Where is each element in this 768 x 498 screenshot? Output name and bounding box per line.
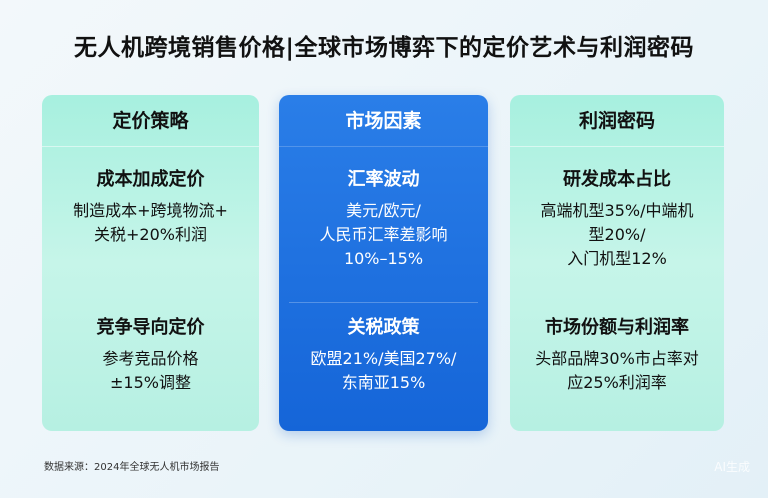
section-title: 研发成本占比 bbox=[563, 169, 671, 190]
card-section: 关税政策 欧盟21%/美国27%/ 东南亚15% bbox=[279, 313, 488, 395]
watermark: AI生成 bbox=[714, 460, 750, 474]
section-title: 市场份额与利润率 bbox=[545, 317, 689, 338]
card-section: 市场份额与利润率 头部品牌30%市占率对 应25%利润率 bbox=[510, 313, 724, 395]
card-pricing-strategy: 定价策略 成本加成定价 制造成本+跨境物流+ 关税+20%利润 竞争导向定价 参… bbox=[42, 95, 259, 431]
section-title: 汇率波动 bbox=[347, 169, 420, 190]
section-text: 美元/欧元/ 人民币汇率差影响 10%–15% bbox=[319, 201, 448, 268]
divider bbox=[289, 302, 478, 303]
card-section: 成本加成定价 制造成本+跨境物流+ 关税+20%利润 bbox=[42, 165, 259, 247]
card-section: 研发成本占比 高端机型35%/中端机 型20%/ 入门机型12% bbox=[510, 165, 724, 271]
card-header: 市场因素 bbox=[279, 95, 488, 147]
section-text: 制造成本+跨境物流+ 关税+20%利润 bbox=[73, 201, 228, 244]
data-source: 数据来源：2024年全球无人机市场报告 bbox=[44, 462, 220, 473]
page-title: 无人机跨境销售价格|全球市场博弈下的定价艺术与利润密码 bbox=[74, 35, 694, 61]
card-profit-code: 利润密码 研发成本占比 高端机型35%/中端机 型20%/ 入门机型12% 市场… bbox=[510, 95, 724, 431]
section-text: 欧盟21%/美国27%/ 东南亚15% bbox=[310, 349, 457, 392]
card-section: 竞争导向定价 参考竞品价格 ±15%调整 bbox=[42, 313, 259, 395]
section-text: 高端机型35%/中端机 型20%/ 入门机型12% bbox=[540, 201, 694, 268]
card-market-factors: 市场因素 汇率波动 美元/欧元/ 人民币汇率差影响 10%–15% 关税政策 欧… bbox=[279, 95, 488, 431]
card-section: 汇率波动 美元/欧元/ 人民币汇率差影响 10%–15% bbox=[279, 165, 488, 271]
card-header: 定价策略 bbox=[42, 95, 259, 147]
section-text: 头部品牌30%市占率对 应25%利润率 bbox=[535, 349, 699, 392]
section-text: 参考竞品价格 ±15%调整 bbox=[102, 349, 199, 392]
section-title: 关税政策 bbox=[347, 317, 420, 338]
section-title: 成本加成定价 bbox=[96, 169, 205, 190]
card-header: 利润密码 bbox=[510, 95, 724, 147]
section-title: 竞争导向定价 bbox=[96, 317, 205, 338]
